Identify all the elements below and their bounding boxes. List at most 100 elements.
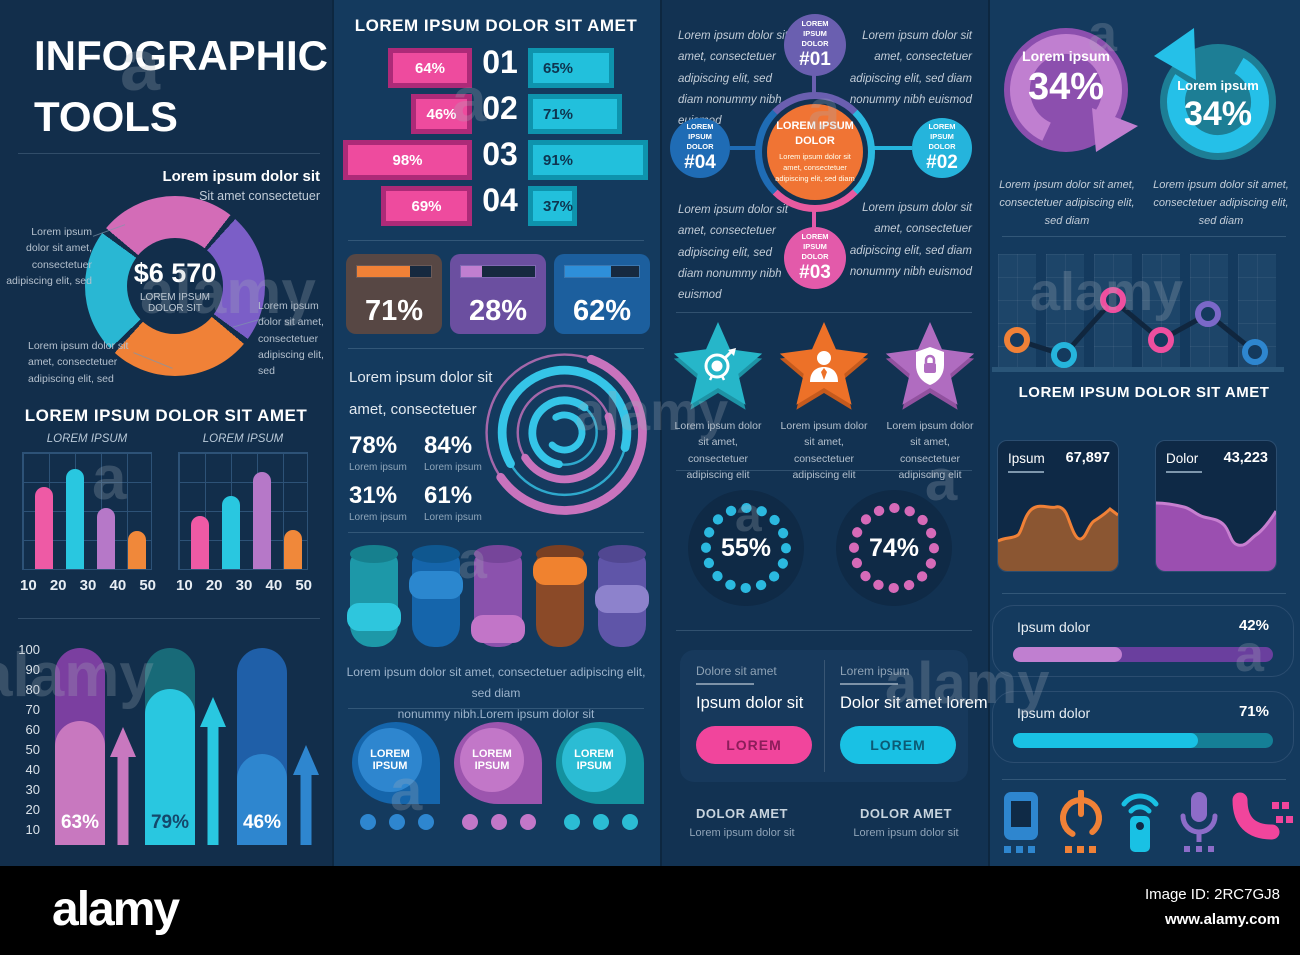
x-tick: 30 <box>79 577 97 594</box>
hbar-right-outer: 71% <box>528 94 622 134</box>
y-tick: 80 <box>25 682 40 697</box>
dotted-circle-cyan: 55% <box>688 490 804 606</box>
lorem-button-cyan[interactable]: LOREM <box>840 726 956 764</box>
area-card-label: Ipsum <box>1008 451 1045 466</box>
y-tick: 60 <box>25 722 40 737</box>
x-tick: 50 <box>139 577 156 594</box>
bar <box>253 472 271 569</box>
donut-center-label1: LOREM IPSUM <box>139 292 210 303</box>
node-label: LOREM IPSUM DOLOR <box>801 19 829 48</box>
y-axis: 100 90 80 70 60 50 40 30 20 10 <box>10 640 40 840</box>
stats-title: Lorem ipsum dolor sit amet, consectetuer <box>349 362 492 425</box>
cylinder-top <box>598 545 646 563</box>
dot <box>564 814 580 830</box>
divider <box>676 470 972 471</box>
bubble-pin-label: LOREM IPSUM <box>460 728 524 792</box>
y-tick: 40 <box>25 762 40 777</box>
donut-note-bottom: Lorem ipsum dolor sit amet, consectetuer… <box>28 340 129 385</box>
x-tick: 30 <box>235 577 253 594</box>
divider <box>348 240 644 241</box>
donut-note-left: Lorem ipsum dolor sit amet, consectetuer… <box>6 226 92 287</box>
stat-card-value: 28% <box>468 295 528 327</box>
alamy-url[interactable]: www.alamy.com <box>1164 911 1280 928</box>
cta-card-left: Dolore sit amet Ipsum dolor sit LOREM <box>680 650 824 782</box>
bar-front <box>237 754 287 845</box>
icons-row <box>994 790 1294 856</box>
connector <box>730 146 758 150</box>
dot <box>389 814 405 830</box>
cylinder-caption-line2: nonummy nibh.Lorem ipsum dolor sit <box>397 707 595 721</box>
mini-progress-track <box>460 265 536 278</box>
cylinder-band <box>533 557 587 585</box>
stat-label: Lorem ipsum <box>424 462 482 473</box>
phone-call-icon <box>1232 792 1293 840</box>
lorem-button-pink[interactable]: LOREM <box>696 726 812 764</box>
cta-cards: Dolore sit amet Ipsum dolor sit LOREM Lo… <box>680 650 988 782</box>
dot <box>360 814 376 830</box>
progress-label: Ipsum dolor <box>1017 619 1091 635</box>
dotted-value: 74% <box>868 533 920 562</box>
cylinder-top <box>350 545 398 563</box>
network-center: LOREM IPSUM DOLOR Lorem ipsum dolor sit … <box>767 104 863 200</box>
dot <box>520 814 536 830</box>
node-number: #04 <box>684 151 716 173</box>
divider <box>676 312 972 313</box>
hbar-right-outer: 65% <box>528 48 614 88</box>
pin-label-line1: LOREM <box>574 748 614 760</box>
hbar-heading: LOREM IPSUM DOLOR SIT AMET <box>354 16 638 35</box>
marker-line-chart <box>1004 287 1268 368</box>
network-note-br: Lorem ipsum dolor sit amet, consectetuer… <box>849 202 972 278</box>
donut-hole: $6 570 LOREM IPSUM DOLOR SIT <box>127 238 223 334</box>
hbar-left-outer: 64% <box>388 48 472 88</box>
card-title: Ipsum dolor sit <box>696 694 804 712</box>
network-note-tl: Lorem ipsum dolor sit amet, consectetuer… <box>678 30 788 127</box>
dot <box>622 814 638 830</box>
divider <box>676 630 972 631</box>
up-arrow <box>293 745 319 845</box>
area-card-label: Dolor <box>1166 451 1199 466</box>
mini-progress-fill <box>565 266 611 277</box>
bar-front <box>145 689 195 845</box>
power-icon <box>1060 790 1102 853</box>
pin-label-line1: LOREM <box>370 748 410 760</box>
donut-callout: Lorem ipsum dolor sit Sit amet consectet… <box>140 168 320 203</box>
donut-center-value: $6 570 <box>133 258 217 288</box>
divider <box>18 618 320 619</box>
label-underline <box>1166 471 1202 473</box>
bar-label: 46% <box>242 812 282 833</box>
pin-label-line2: IPSUM <box>372 760 408 772</box>
cylinder-top <box>412 545 460 563</box>
dot <box>418 814 434 830</box>
cylinder-caption-line1: Lorem ipsum dolor sit amet, consectetuer… <box>346 665 646 700</box>
footer-title: DOLOR AMET <box>860 806 952 821</box>
tag-underline <box>696 683 754 685</box>
mini-progress-fill <box>461 266 482 277</box>
x-tick: 40 <box>265 577 283 594</box>
divider <box>1002 779 1286 780</box>
shield-lock-icon <box>916 347 944 385</box>
dot <box>462 814 478 830</box>
arrow-chart-caption: Lorem ipsum dolor sit amet, consectetuer… <box>999 179 1135 228</box>
card-footers: DOLOR AMET Lorem ipsum dolor sit DOLOR A… <box>660 806 988 839</box>
area-chart-brown <box>998 504 1118 571</box>
y-tick: 50 <box>25 742 40 757</box>
progress-value: 42% <box>1238 617 1269 634</box>
cylinder-band <box>595 585 649 613</box>
network-note-tr: Lorem ipsum dolor sit amet, consectetuer… <box>849 30 972 106</box>
hbar-left-outer: 98% <box>343 140 472 180</box>
progress-card-purple: Ipsum dolor 42% <box>992 605 1294 677</box>
divider <box>348 348 644 349</box>
cta-card-right: Lorem ipsum Dolor sit amet lorem LOREM <box>824 650 988 782</box>
bubble-pin-label: LOREM IPSUM <box>562 728 626 792</box>
node-number: #01 <box>799 48 831 70</box>
column-1: INFOGRAPHIC TOOLS Lorem ipsum dolor sit … <box>0 0 332 866</box>
connector <box>812 73 816 95</box>
x-tick: 20 <box>205 577 223 594</box>
y-tick: 90 <box>25 662 40 677</box>
network-node-4: LOREM IPSUM DOLOR #04 <box>670 118 730 178</box>
bar <box>128 531 146 569</box>
dotted-value: 55% <box>720 533 772 562</box>
bar <box>191 516 209 569</box>
arrow-chart-caption: Lorem ipsum dolor sit amet, consectetuer… <box>1153 179 1289 228</box>
cylinder <box>533 545 587 651</box>
